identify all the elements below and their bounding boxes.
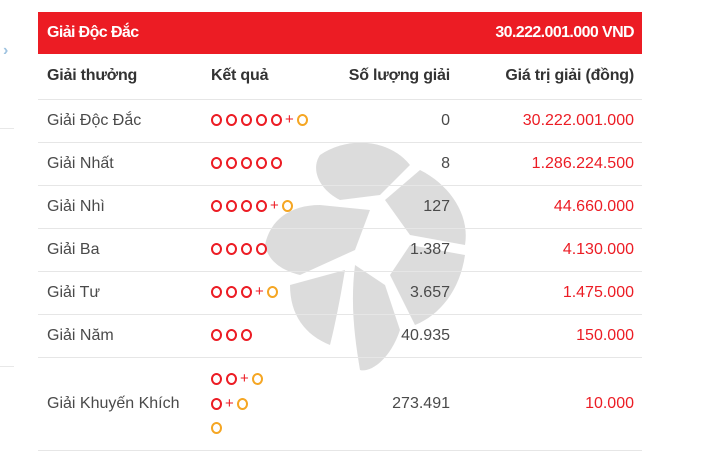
ball-icon xyxy=(211,397,222,410)
result-line: + xyxy=(211,194,332,218)
prize-count: 273.491 xyxy=(332,357,455,451)
table-row: Giải Độc Đắc + 0 30.222.001.000 xyxy=(38,99,642,143)
ball-icon xyxy=(226,114,237,127)
prize-count: 3.657 xyxy=(332,271,455,315)
plus-sign: + xyxy=(240,370,249,388)
result-line xyxy=(211,152,332,176)
table-row: Giải Khuyến Khích + + 273.491 10.000 xyxy=(38,357,642,451)
ball-icon xyxy=(241,157,252,170)
rail-divider xyxy=(0,366,14,367)
table-row: Giải Ba 1.387 4.130.000 xyxy=(38,228,642,272)
ball-icon xyxy=(256,114,267,127)
ball-icon xyxy=(226,286,237,299)
header-count: Số lượng giải xyxy=(332,54,455,100)
prize-value: 1.286.224.500 xyxy=(455,142,642,186)
prize-value: 30.222.001.000 xyxy=(455,99,642,143)
prize-name: Giải Khuyến Khích xyxy=(38,357,202,451)
plus-sign: + xyxy=(255,283,264,301)
prize-count: 127 xyxy=(332,185,455,229)
result-line: + xyxy=(211,280,332,304)
ball-icon xyxy=(226,200,237,213)
result-cell xyxy=(202,228,332,272)
ball-icon xyxy=(226,157,237,170)
table-row: Giải Năm 40.935 150.000 xyxy=(38,314,642,358)
ball-icon xyxy=(241,286,252,299)
prize-name: Giải Ba xyxy=(38,228,202,272)
result-line xyxy=(211,238,332,262)
jackpot-title: Giải Độc Đắc xyxy=(47,24,139,41)
table-header-row: Giải thưởng Kết quả Số lượng giải Giá tr… xyxy=(38,54,642,100)
prize-value: 4.130.000 xyxy=(455,228,642,272)
ball-icon xyxy=(226,329,237,342)
prize-table-container: Giải Độc Đắc 30.222.001.000 VND Giải thư… xyxy=(38,12,642,451)
prize-name: Giải Nhì xyxy=(38,185,202,229)
special-ball-icon xyxy=(251,373,263,386)
ball-icon xyxy=(211,243,222,256)
ball-icon xyxy=(211,373,222,386)
jackpot-amount: 30.222.001.000 VND xyxy=(495,24,634,41)
ball-icon xyxy=(271,157,282,170)
ball-icon xyxy=(211,200,222,213)
prize-count: 0 xyxy=(332,99,455,143)
result-line xyxy=(211,416,332,440)
ball-icon xyxy=(256,243,267,256)
prize-count: 1.387 xyxy=(332,228,455,272)
prize-value: 44.660.000 xyxy=(455,185,642,229)
table-row: Giải Nhì + 127 44.660.000 xyxy=(38,185,642,229)
result-line xyxy=(211,324,332,348)
special-ball-icon xyxy=(296,114,308,127)
ball-icon xyxy=(241,114,252,127)
rail-divider xyxy=(0,128,14,129)
prize-count: 40.935 xyxy=(332,314,455,358)
special-ball-icon xyxy=(211,421,222,434)
chevron-right-icon[interactable]: › xyxy=(3,42,9,59)
table-row: Giải Tư + 3.657 1.475.000 xyxy=(38,271,642,315)
ball-icon xyxy=(226,243,237,256)
ball-icon xyxy=(241,243,252,256)
header-value: Giá trị giải (đồng) xyxy=(455,54,642,100)
prize-name: Giải Năm xyxy=(38,314,202,358)
ball-icon xyxy=(241,329,252,342)
header-result: Kết quả xyxy=(202,54,332,100)
jackpot-bar: Giải Độc Đắc 30.222.001.000 VND xyxy=(38,12,642,54)
ball-icon xyxy=(256,200,267,213)
header-prize: Giải thưởng xyxy=(38,54,202,100)
prize-value: 1.475.000 xyxy=(455,271,642,315)
ball-icon xyxy=(271,114,282,127)
special-ball-icon xyxy=(281,200,293,213)
prize-name: Giải Độc Đắc xyxy=(38,99,202,143)
result-line: + xyxy=(211,392,332,416)
ball-icon xyxy=(256,157,267,170)
ball-icon xyxy=(241,200,252,213)
result-cell: + xyxy=(202,271,332,315)
special-ball-icon xyxy=(266,286,278,299)
result-line: + xyxy=(211,108,332,132)
result-cell: + + xyxy=(202,357,332,451)
table-row: Giải Nhất 8 1.286.224.500 xyxy=(38,142,642,186)
result-cell xyxy=(202,142,332,186)
prize-value: 150.000 xyxy=(455,314,642,358)
prize-name: Giải Tư xyxy=(38,271,202,315)
result-cell: + xyxy=(202,185,332,229)
prize-value: 10.000 xyxy=(455,357,642,451)
plus-sign: + xyxy=(285,111,294,129)
ball-icon xyxy=(211,157,222,170)
result-cell: + xyxy=(202,99,332,143)
prize-table: Giải thưởng Kết quả Số lượng giải Giá tr… xyxy=(38,54,642,451)
prize-name: Giải Nhất xyxy=(38,142,202,186)
ball-icon xyxy=(226,373,237,386)
prize-count: 8 xyxy=(332,142,455,186)
left-rail: › xyxy=(0,0,14,461)
plus-sign: + xyxy=(225,394,234,412)
result-line: + xyxy=(211,367,332,391)
ball-icon xyxy=(211,114,222,127)
ball-icon xyxy=(211,286,222,299)
result-cell xyxy=(202,314,332,358)
plus-sign: + xyxy=(270,197,279,215)
special-ball-icon xyxy=(236,397,248,410)
ball-icon xyxy=(211,329,222,342)
